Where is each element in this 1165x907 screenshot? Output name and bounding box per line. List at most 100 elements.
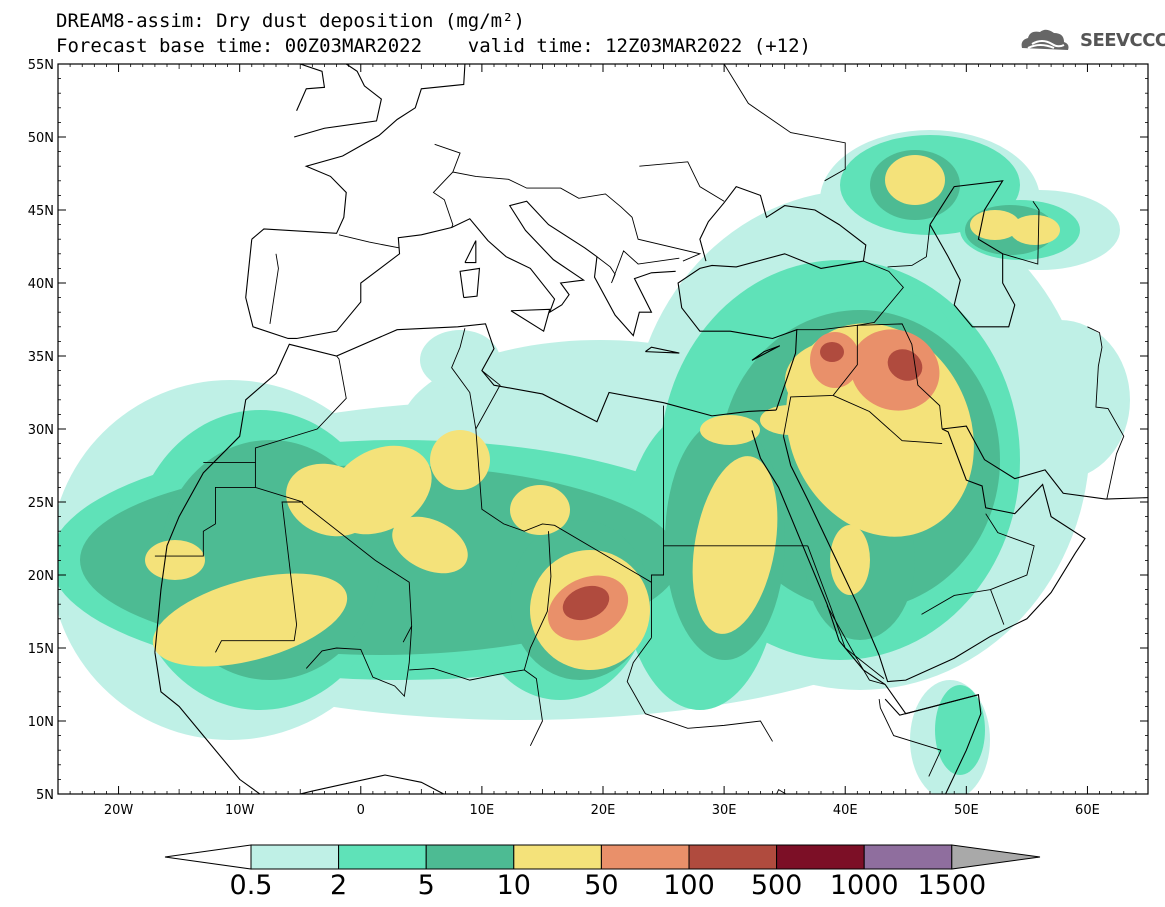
dust-contour: [392, 516, 468, 574]
coastlines-borders: [154, 64, 1148, 794]
country-border: [523, 531, 552, 747]
lat-label: 20N: [28, 569, 54, 584]
dust-contour: [286, 463, 374, 537]
coastline: [154, 323, 777, 653]
country-border: [783, 323, 943, 437]
country-border: [921, 589, 1005, 625]
lat-label: 15N: [28, 642, 54, 657]
dust-contour: [820, 342, 844, 362]
country-border: [215, 501, 303, 653]
country-border: [269, 253, 279, 324]
lat-label: 40N: [28, 277, 54, 292]
lon-label: 60E: [1075, 803, 1100, 818]
colorbar-segment: [425, 844, 515, 870]
dust-contour: [145, 540, 205, 580]
country-border: [338, 234, 400, 249]
lon-label: 20E: [591, 803, 616, 818]
coastline: [459, 267, 481, 299]
coastline: [751, 430, 979, 715]
country-border: [1002, 200, 1040, 265]
colorbar-segment: [250, 844, 340, 870]
axis-ticks: 55N 50N 45N 40N 35N 30N 25N 20N 15N 10N 5N 20W 10W 0 1…: [28, 58, 1149, 818]
country-border: [639, 161, 725, 202]
dust-contour-fill: [58, 130, 1130, 794]
colorbar-segment: [513, 844, 602, 870]
coastline: [251, 64, 466, 240]
forecast-time-subtitle: Forecast base time: 00Z03MAR2022 valid t…: [56, 35, 811, 57]
dust-contour: [760, 405, 820, 435]
colorbar-label: 2: [330, 870, 348, 901]
coastline: [942, 425, 1148, 500]
colorbar-label: 5: [417, 870, 435, 901]
country-border: [305, 626, 413, 698]
dust-contour: [510, 485, 570, 535]
country-border: [475, 370, 501, 430]
colorbar-label: 50: [584, 870, 619, 901]
logo-text: SEEVCCC: [1080, 30, 1165, 51]
coastline: [751, 345, 781, 361]
country-border: [887, 224, 931, 268]
colorbar-segment: [600, 844, 690, 870]
colorbar: [164, 844, 1041, 870]
country-border: [807, 545, 885, 680]
coastline: [296, 64, 326, 111]
lat-label: 55N: [28, 58, 54, 73]
dust-contour: [935, 685, 985, 775]
country-border: [451, 328, 652, 638]
country-border: [434, 143, 461, 173]
country-border: [1087, 326, 1125, 500]
country-border: [409, 667, 525, 681]
colorbar-label: 10: [496, 870, 531, 901]
dust-contour: [1010, 215, 1060, 245]
country-border: [878, 699, 942, 777]
country-border: [826, 605, 886, 685]
lat-label: 50N: [28, 131, 54, 146]
lat-label: 5N: [36, 788, 54, 803]
lon-label: 0: [357, 803, 365, 818]
country-border: [985, 513, 1035, 591]
colorbar-label: 1000: [829, 870, 899, 901]
country-border: [432, 171, 702, 262]
dust-contour: [692, 456, 778, 634]
country-border: [832, 395, 943, 445]
lat-label: 25N: [28, 496, 54, 511]
colorbar-under-triangle: [164, 844, 252, 870]
dust-contour: [562, 585, 610, 621]
dust-contour: [990, 320, 1130, 480]
colorbar-over-triangle: [951, 844, 1041, 870]
coastline: [245, 200, 676, 340]
lon-label: 20W: [104, 803, 134, 818]
lat-label: 35N: [28, 350, 54, 365]
dust-contour: [885, 155, 945, 205]
colorbar-segment: [688, 844, 778, 870]
lon-label: 50E: [954, 803, 979, 818]
lon-label: 40E: [833, 803, 858, 818]
coastline: [294, 64, 382, 138]
coastline: [645, 346, 680, 354]
dust-contour: [830, 525, 870, 595]
lat-label: 10N: [28, 715, 54, 730]
country-border: [796, 260, 904, 331]
colorbar-segment: [776, 844, 865, 870]
lon-label: 30E: [712, 803, 737, 818]
coastline: [782, 428, 1086, 683]
colorbar-label: 100: [663, 870, 715, 901]
lon-label: 10E: [470, 803, 495, 818]
coastline: [677, 185, 867, 411]
dust-contour: [420, 330, 500, 390]
dust-contour: [430, 430, 490, 490]
colorbar-label: 0.5: [229, 870, 273, 901]
country-border: [650, 545, 665, 583]
country-border: [203, 462, 413, 643]
country-border: [723, 64, 846, 182]
colorbar-label: 1500: [917, 870, 987, 901]
lat-label: 30N: [28, 423, 54, 438]
country-border: [596, 250, 680, 284]
cloud-logo-icon: [1021, 29, 1069, 50]
lon-label: 10W: [225, 803, 255, 818]
map-title: DREAM8-assim: Dry dust deposition (mg/m²…: [56, 10, 525, 32]
colorbar-label: 500: [750, 870, 803, 901]
dust-contour: [152, 573, 348, 667]
coastline: [464, 240, 477, 264]
